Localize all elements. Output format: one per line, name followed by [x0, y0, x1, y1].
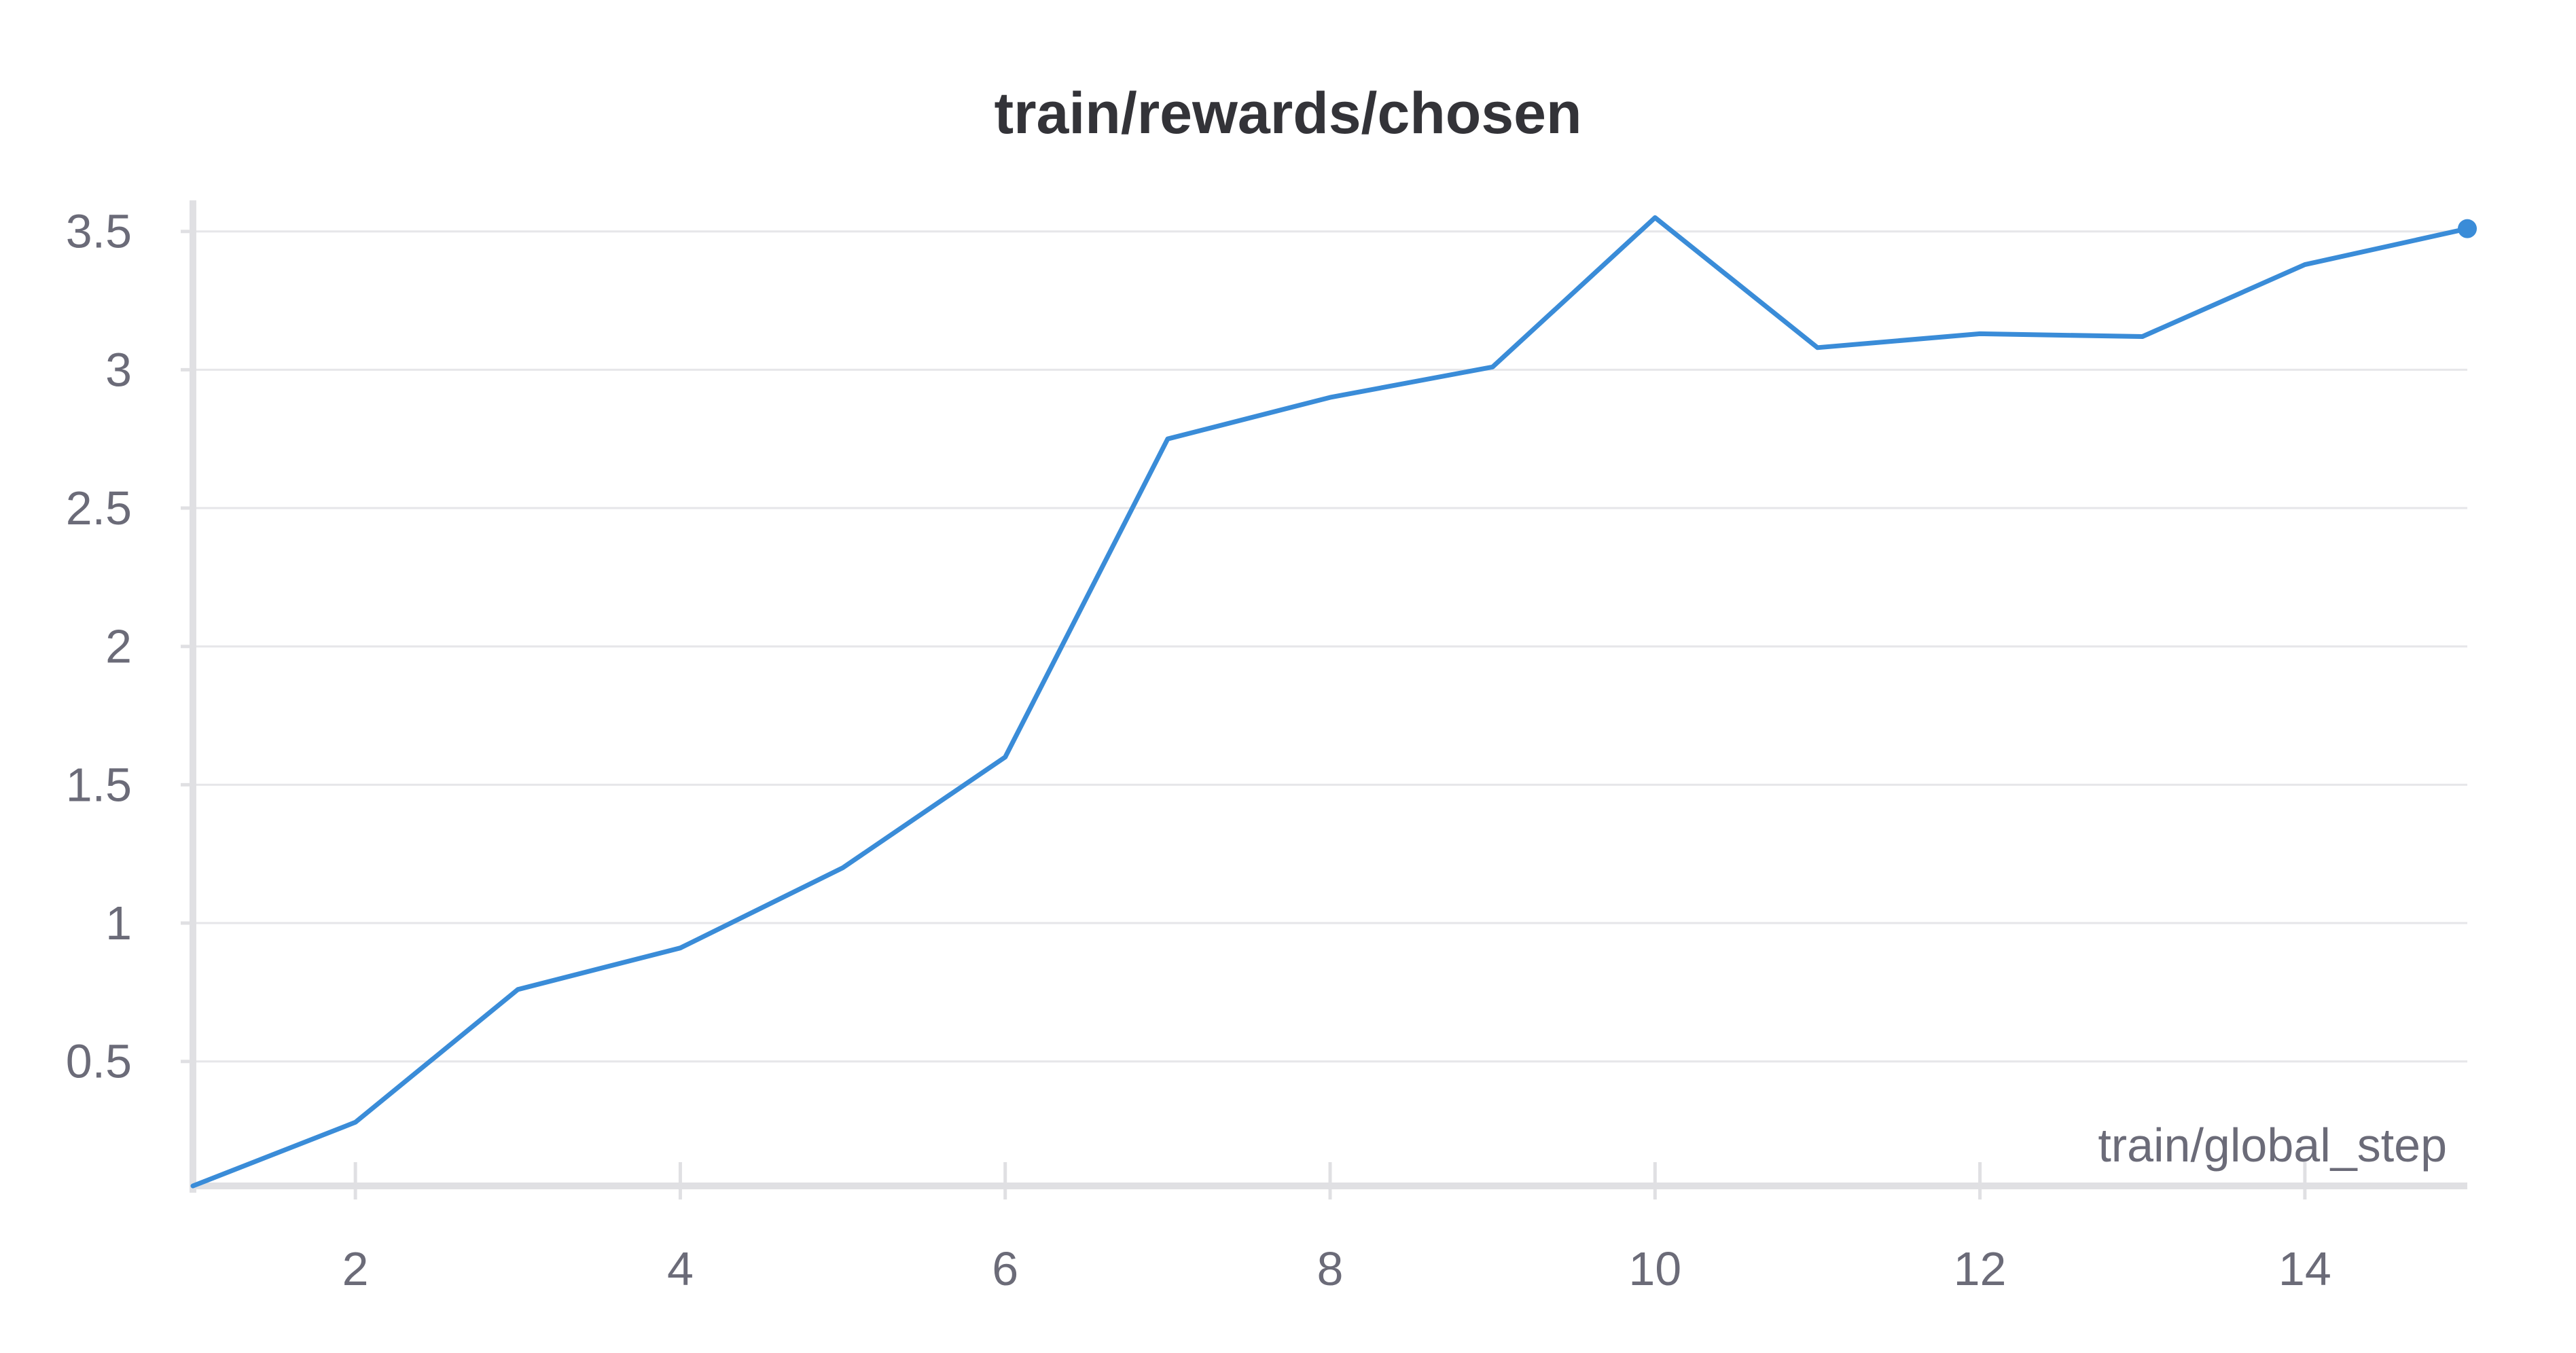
x-tick-label: 8 — [1317, 1242, 1344, 1295]
y-tick-label: 0.5 — [66, 1035, 132, 1088]
x-tick-label: 12 — [1954, 1242, 2007, 1295]
axes — [181, 200, 2467, 1199]
y-tick-label: 3.5 — [66, 205, 132, 258]
y-tick-label: 1 — [105, 897, 132, 950]
x-tick-label: 14 — [2278, 1242, 2331, 1295]
y-tick-label: 1.5 — [66, 758, 132, 811]
y-tick-label: 2 — [105, 620, 132, 673]
y-tick-label: 2.5 — [66, 482, 132, 535]
tick-labels: 0.5 1 1.5 2 2.5 3 3.5 2 4 6 8 10 12 14 — [66, 205, 2331, 1295]
x-tick-label: 2 — [342, 1242, 369, 1295]
chart-title: train/rewards/chosen — [994, 81, 1581, 146]
last-point-marker[interactable] — [2458, 219, 2477, 238]
x-tick-label: 4 — [667, 1242, 694, 1295]
grid-lines — [193, 230, 2467, 1063]
x-axis-title: train/global_step — [2098, 1119, 2447, 1172]
x-tick-label: 10 — [1628, 1242, 1681, 1295]
y-tick-label: 3 — [105, 343, 132, 396]
series-line — [190, 215, 2470, 1189]
series-layer — [190, 215, 2477, 1189]
x-tick-label: 6 — [992, 1242, 1018, 1295]
